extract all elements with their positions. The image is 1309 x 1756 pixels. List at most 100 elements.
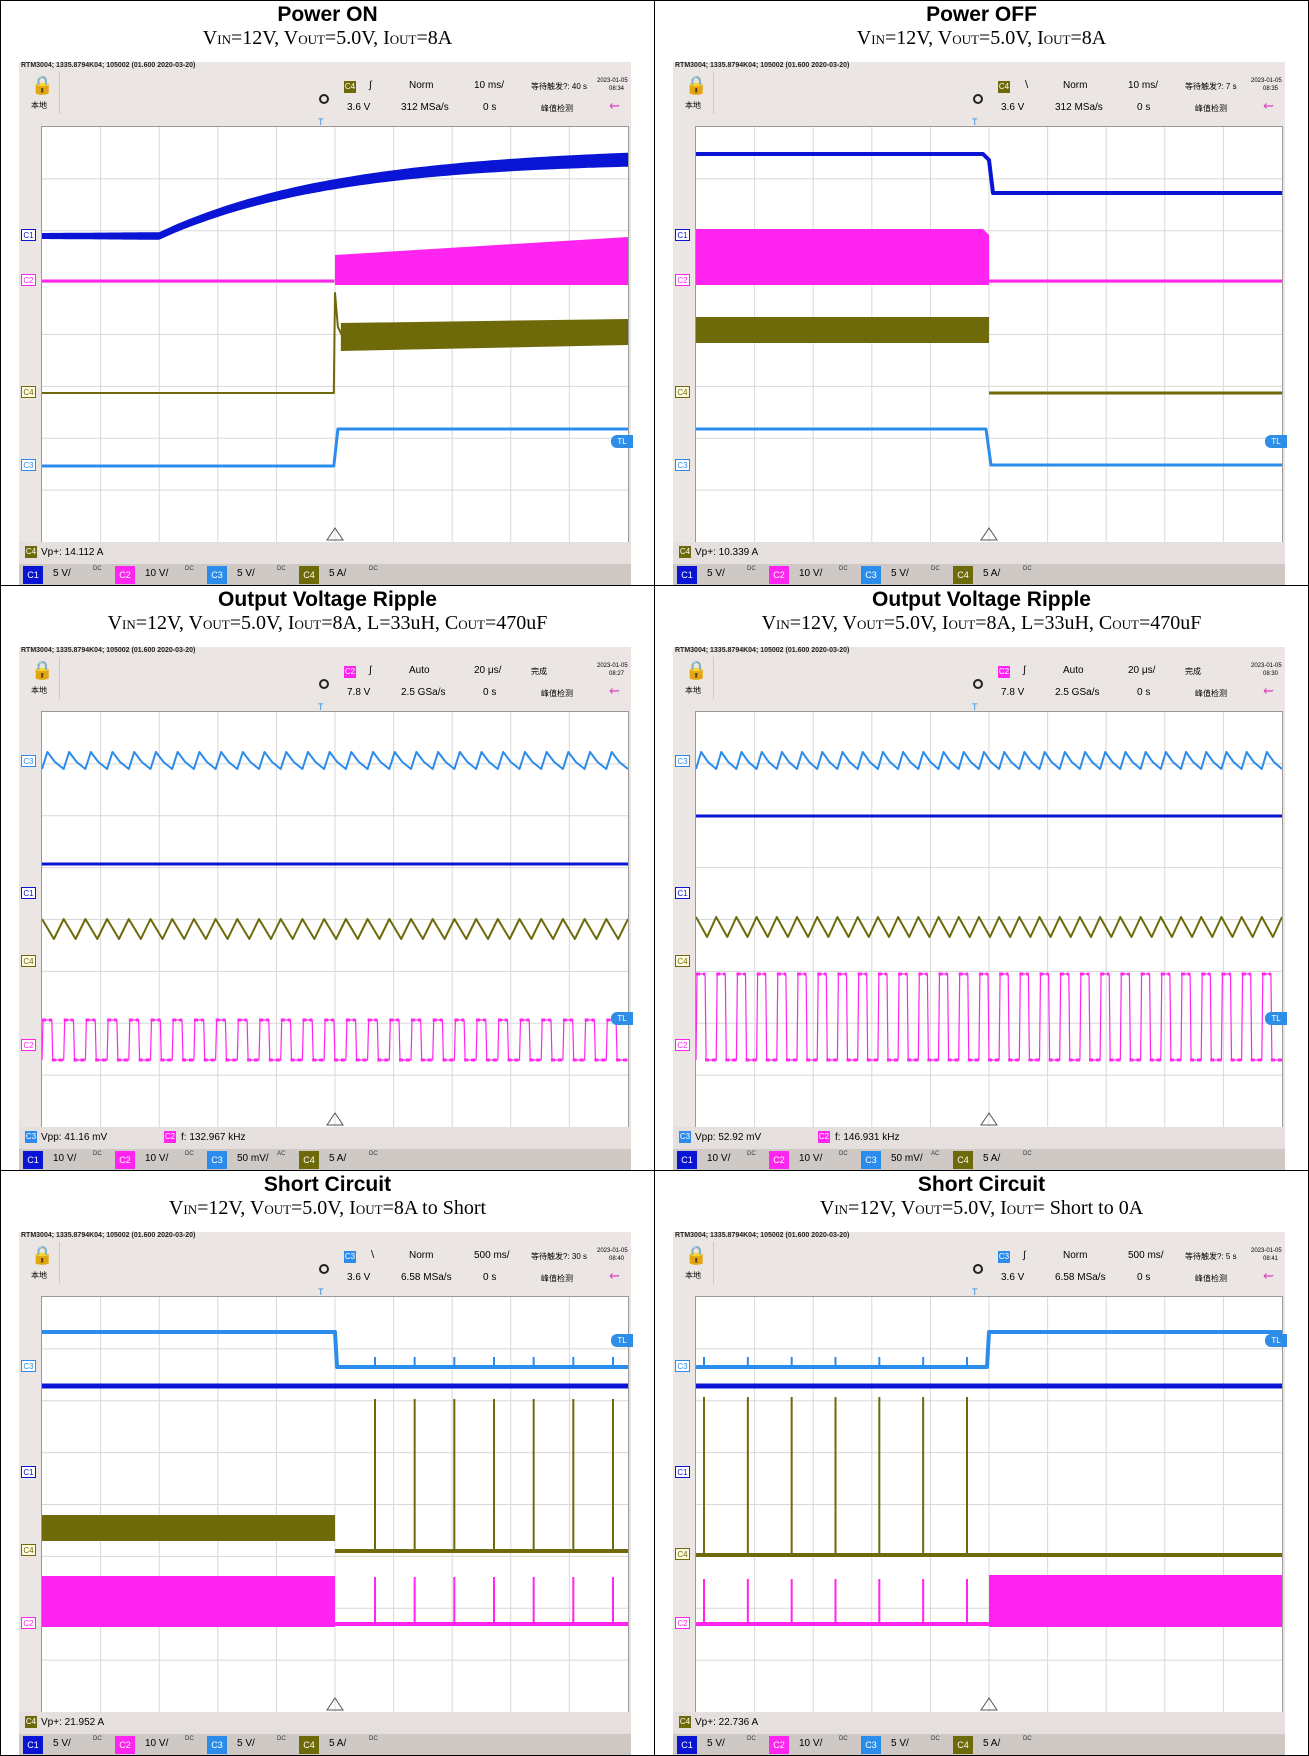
time-per-div[interactable]: 500 ms/ [474,1250,510,1261]
measure-source-chip[interactable]: C4 [679,546,691,558]
measure-source-chip-2[interactable]: C2 [164,1131,176,1143]
channel-scale-c3[interactable]: 5 V/ [891,1738,909,1749]
trigger-level-marker[interactable]: TL [611,1012,633,1025]
channel-chip-c2[interactable]: C2 [115,1151,135,1169]
usb-icon[interactable]: ⇜ [609,98,620,113]
trigger-level-marker[interactable]: TL [1265,1334,1287,1347]
channel-marker-c3[interactable]: C3 [21,1360,36,1372]
acquisition-mode[interactable]: 峰值检测 [541,1274,573,1283]
channel-marker-c1[interactable]: C1 [21,229,36,241]
channel-marker-c3[interactable]: C3 [21,755,36,767]
channel-scale-c4[interactable]: 5 A/ [329,1153,347,1164]
trigger-level-marker[interactable]: TL [1265,435,1287,448]
channel-marker-c2[interactable]: C2 [21,1039,36,1051]
channel-chip-c4[interactable]: C4 [953,1151,973,1169]
channel-marker-c3[interactable]: C3 [675,1360,690,1372]
channel-scale-c4[interactable]: 5 A/ [329,568,347,579]
channel-marker-c4[interactable]: C4 [675,386,690,398]
channel-chip-c4[interactable]: C4 [299,566,319,584]
channel-chip-c3[interactable]: C3 [861,1736,881,1754]
trigger-mode[interactable]: Auto [409,665,430,676]
lock-panel[interactable]: 🔒 本地 [673,72,714,114]
channel-chip-c2[interactable]: C2 [115,566,135,584]
channel-scale-c2[interactable]: 10 V/ [799,568,823,579]
channel-scale-c3[interactable]: 5 V/ [891,568,909,579]
channel-chip-c4[interactable]: C4 [953,1736,973,1754]
acquisition-mode[interactable]: 峰值检测 [1195,689,1227,698]
trigger-level[interactable]: 7.8 V [1001,687,1025,698]
trigger-slope[interactable]: ∫ [1023,1250,1026,1261]
acquisition-mode[interactable]: 峰值检测 [1195,104,1227,113]
trigger-source-chip[interactable]: C4 [998,81,1010,93]
channel-marker-c4[interactable]: C4 [21,386,36,398]
lock-icon[interactable]: 🔒 [31,1245,54,1265]
trigger-slope[interactable]: ∫ [369,665,372,676]
horizontal-delay[interactable]: 0 s [1137,687,1151,698]
channel-chip-c2[interactable]: C2 [769,1736,789,1754]
channel-marker-c2[interactable]: C2 [675,274,690,286]
channel-chip-c1[interactable]: C1 [677,1736,697,1754]
channel-chip-c1[interactable]: C1 [23,1151,43,1169]
lock-panel[interactable]: 🔒 本地 [19,72,60,114]
lock-panel[interactable]: 🔒 本地 [19,1242,60,1284]
channel-marker-c1[interactable]: C1 [675,1466,690,1478]
channel-scale-c1[interactable]: 5 V/ [707,1738,725,1749]
channel-chip-c1[interactable]: C1 [677,1151,697,1169]
acquisition-mode[interactable]: 峰值检测 [541,689,573,698]
channel-chip-c4[interactable]: C4 [299,1736,319,1754]
trigger-slope[interactable]: ∫ [369,80,372,91]
channel-scale-c4[interactable]: 5 A/ [983,1153,1001,1164]
time-per-div[interactable]: 10 ms/ [474,80,505,91]
channel-chip-c4[interactable]: C4 [953,566,973,584]
channel-scale-c1[interactable]: 5 V/ [707,568,725,579]
channel-chip-c3[interactable]: C3 [207,566,227,584]
trigger-slope[interactable]: ∖ [369,1250,376,1261]
channel-scale-c3[interactable]: 50 mV/ [891,1153,923,1164]
lock-panel[interactable]: 🔒 本地 [673,657,714,699]
channel-chip-c2[interactable]: C2 [769,1151,789,1169]
trigger-mode[interactable]: Auto [1063,665,1084,676]
trigger-source-chip[interactable]: C2 [344,666,356,678]
channel-scale-c1[interactable]: 5 V/ [53,1738,71,1749]
channel-marker-c1[interactable]: C1 [21,887,36,899]
channel-marker-c2[interactable]: C2 [675,1617,690,1629]
trigger-mode[interactable]: Norm [409,1250,434,1261]
channel-scale-c4[interactable]: 5 A/ [983,1738,1001,1749]
trigger-source-chip[interactable]: C4 [344,81,356,93]
trigger-slope[interactable]: ∖ [1023,80,1030,91]
channel-scale-c2[interactable]: 10 V/ [145,1738,169,1749]
measure-source-chip[interactable]: C4 [25,1716,37,1728]
acquisition-mode[interactable]: 峰值检测 [1195,1274,1227,1283]
channel-chip-c3[interactable]: C3 [861,566,881,584]
horizontal-delay[interactable]: 0 s [1137,1272,1151,1283]
channel-marker-c3[interactable]: C3 [675,459,690,471]
channel-marker-c2[interactable]: C2 [21,274,36,286]
lock-icon[interactable]: 🔒 [685,75,708,95]
channel-scale-c3[interactable]: 50 mV/ [237,1153,269,1164]
usb-icon[interactable]: ⇜ [1263,1268,1274,1283]
channel-marker-c3[interactable]: C3 [21,459,36,471]
channel-chip-c2[interactable]: C2 [115,1736,135,1754]
time-per-div[interactable]: 500 ms/ [1128,1250,1164,1261]
channel-scale-c2[interactable]: 10 V/ [145,568,169,579]
horizontal-delay[interactable]: 0 s [483,102,497,113]
channel-marker-c2[interactable]: C2 [21,1617,36,1629]
channel-scale-c1[interactable]: 10 V/ [707,1153,731,1164]
channel-scale-c2[interactable]: 10 V/ [799,1738,823,1749]
channel-scale-c1[interactable]: 5 V/ [53,568,71,579]
trigger-level[interactable]: 3.6 V [347,102,371,113]
lock-icon[interactable]: 🔒 [31,660,54,680]
channel-chip-c4[interactable]: C4 [299,1151,319,1169]
lock-icon[interactable]: 🔒 [685,660,708,680]
usb-icon[interactable]: ⇜ [609,683,620,698]
measure-source-chip[interactable]: C3 [679,1131,691,1143]
lock-icon[interactable]: 🔒 [31,75,54,95]
lock-panel[interactable]: 🔒 本地 [19,657,60,699]
channel-scale-c3[interactable]: 5 V/ [237,568,255,579]
channel-marker-c4[interactable]: C4 [675,1548,690,1560]
channel-chip-c2[interactable]: C2 [769,566,789,584]
trigger-level[interactable]: 3.6 V [1001,102,1025,113]
channel-marker-c3[interactable]: C3 [675,755,690,767]
trigger-level-marker[interactable]: TL [611,435,633,448]
trigger-level-marker[interactable]: TL [1265,1012,1287,1025]
